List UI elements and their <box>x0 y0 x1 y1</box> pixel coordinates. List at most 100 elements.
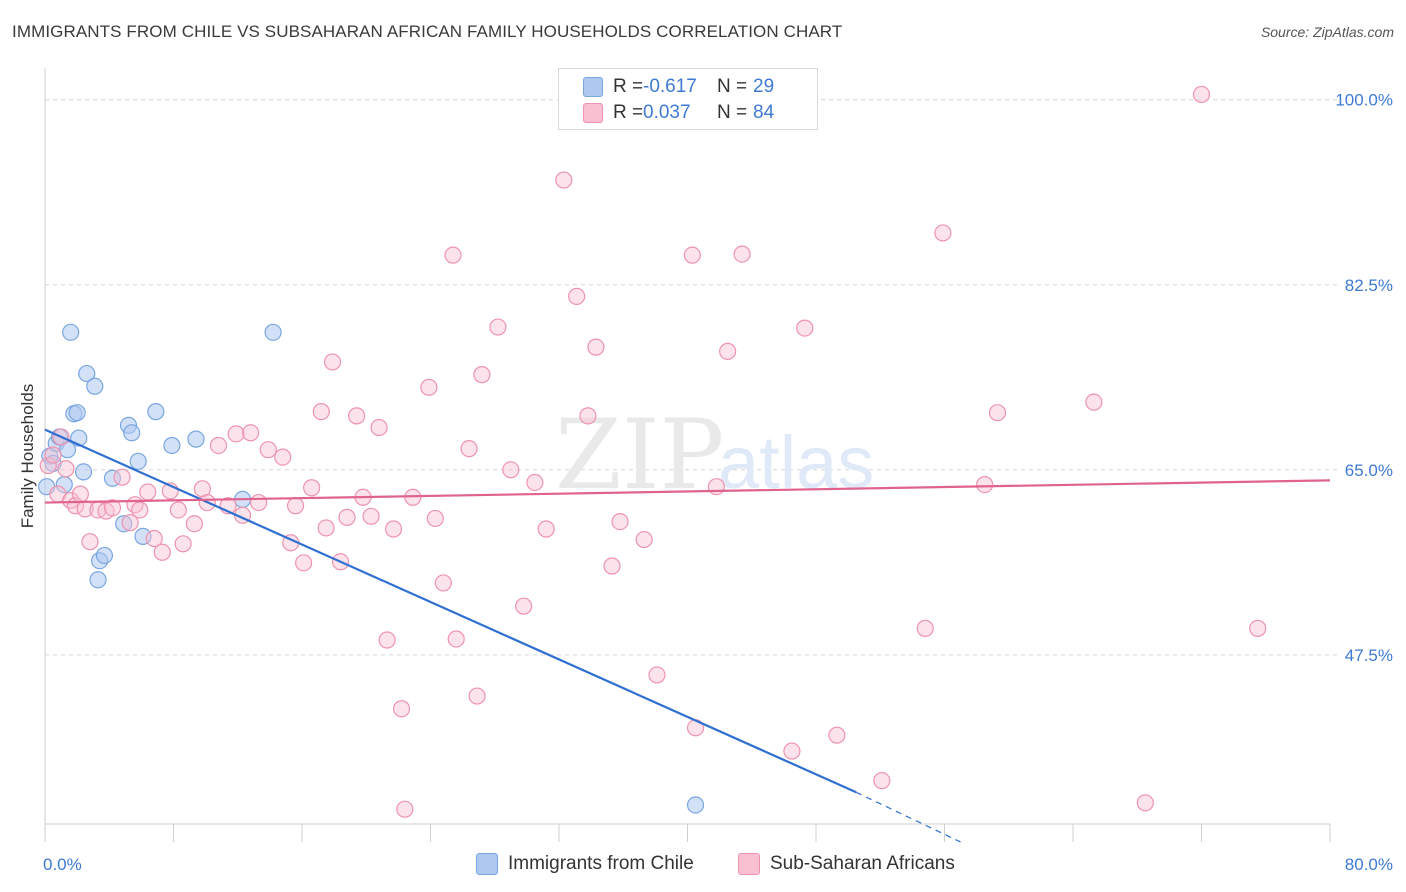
african-point <box>259 441 277 459</box>
african-point <box>227 425 245 443</box>
african-point <box>733 245 751 263</box>
chile-point <box>163 436 181 455</box>
african-point <box>568 287 586 305</box>
african-point <box>362 507 380 525</box>
african-point <box>648 666 666 684</box>
african-point <box>426 509 444 528</box>
african-point <box>502 461 520 479</box>
african-point <box>103 499 122 517</box>
correlation-legend: R = -0.617 N = 29 R = 0.037 N = 84 <box>558 68 818 130</box>
chile-point <box>686 796 705 814</box>
chile-point <box>74 463 93 481</box>
african-point <box>338 508 356 526</box>
african-point <box>121 514 139 532</box>
legend-r-value: 0.037 <box>643 102 691 123</box>
african-point <box>611 512 629 531</box>
african-point <box>392 700 411 718</box>
african-point <box>370 418 388 437</box>
legend-item-chile: Immigrants from Chile <box>476 850 694 878</box>
legend-r-label: R = <box>613 102 644 123</box>
chile-point <box>115 515 133 533</box>
african-point <box>295 554 313 572</box>
african-point <box>378 631 396 649</box>
african-point <box>139 483 157 501</box>
african-point <box>174 535 192 553</box>
chile-point <box>68 404 86 422</box>
data-points <box>38 85 1267 818</box>
african-point <box>131 501 149 519</box>
african-point <box>579 407 597 425</box>
legend-row-chile: R = -0.617 N = 29 <box>583 75 774 99</box>
african-point <box>348 407 366 425</box>
chile-point <box>264 323 282 341</box>
chart-title: IMMIGRANTS FROM CHILE VS SUBSAHARAN AFRI… <box>12 22 843 41</box>
legend-n-value: 84 <box>753 102 775 123</box>
african-point <box>113 468 131 486</box>
african-point <box>44 446 62 464</box>
y-tick-label: 47.5% <box>1345 646 1393 665</box>
african-point <box>209 436 228 455</box>
african-point <box>460 440 478 458</box>
legend-n-label: N = <box>717 102 748 123</box>
african-point <box>62 491 80 510</box>
african-point <box>828 726 846 744</box>
african-point <box>934 224 952 242</box>
african-point <box>81 533 99 551</box>
african-point <box>719 342 737 360</box>
legend-item-african: Sub-Saharan Africans <box>738 850 955 878</box>
series-legend: Immigrants from Chile Sub-Saharan Africa… <box>0 850 1406 878</box>
legend-r-label: R = <box>613 76 644 97</box>
african-point <box>169 501 187 519</box>
african-point <box>873 772 891 790</box>
african-point <box>396 800 414 818</box>
african-point <box>683 246 701 264</box>
african-point <box>988 404 1007 422</box>
african-point <box>1136 794 1154 812</box>
chile-point <box>187 430 205 448</box>
african-point <box>916 619 934 637</box>
african-point <box>185 515 203 533</box>
african-point <box>555 171 573 189</box>
chile-point <box>86 377 104 395</box>
african-point <box>587 338 605 356</box>
legend-label-african: Sub-Saharan Africans <box>770 853 955 874</box>
african-point <box>420 378 438 396</box>
chile-point <box>123 424 141 442</box>
chile-trend-extension <box>855 791 961 843</box>
y-tick-label: 82.5% <box>1345 276 1393 295</box>
african-point <box>526 473 544 492</box>
african-point <box>323 353 342 371</box>
chile-point <box>95 546 114 565</box>
african-point <box>303 479 321 497</box>
chile-point <box>78 364 96 383</box>
african-trend-line <box>44 479 1331 504</box>
legend-swatch-chile <box>476 853 498 875</box>
african-point <box>489 318 507 336</box>
african-point <box>976 475 994 494</box>
african-point <box>274 448 292 466</box>
african-point <box>71 485 89 503</box>
african-point <box>57 460 75 478</box>
axis-labels: 100.0% 82.5% 65.0% 47.5% 0.0% 80.0% <box>43 91 1393 874</box>
y-axis-label: Family Households <box>18 383 37 529</box>
african-point <box>153 543 171 561</box>
legend-swatch-african <box>738 853 760 875</box>
african-point <box>603 557 621 575</box>
x-tick-label: 80.0% <box>1345 855 1393 874</box>
african-point <box>635 530 653 549</box>
chile-point <box>62 323 80 341</box>
y-tick-label: 65.0% <box>1345 461 1393 480</box>
african-point <box>783 742 801 760</box>
african-point <box>1192 85 1211 104</box>
chile-point <box>129 452 147 470</box>
african-point <box>1249 619 1267 637</box>
x-tick-label: 0.0% <box>43 855 82 874</box>
african-point <box>250 493 268 512</box>
legend-swatch-chile <box>583 77 603 97</box>
grid-lines <box>45 99 1338 656</box>
legend-row-african: R = 0.037 N = 84 <box>583 101 774 125</box>
african-point <box>444 246 462 264</box>
african-point <box>447 630 465 648</box>
african-point <box>145 529 163 548</box>
